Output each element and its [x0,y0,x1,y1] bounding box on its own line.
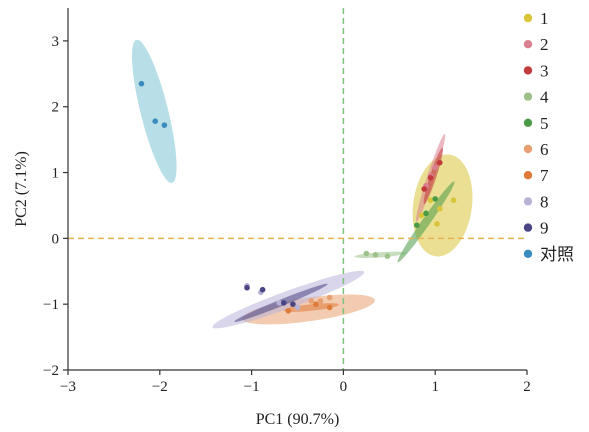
axes [67,8,527,371]
point-series-6-2 [308,298,315,304]
x-tick-label-4: 1 [431,379,439,395]
y-tick-label-1: −1 [43,297,59,313]
point-series-10-2 [152,118,159,125]
point-series-1-2 [436,205,443,212]
point-series-4-1 [363,250,370,257]
point-series-9-3 [280,300,287,306]
y-tick-label-3: 1 [52,166,60,182]
point-series-8-4 [294,304,301,311]
x-axis-title: PC1 (90.7%) [256,411,340,428]
legend-label-9: 9 [540,219,549,238]
legend: 1 2 3 4 5 6 7 8 9 对照 [523,9,574,264]
legend-label-3: 3 [540,61,549,80]
legend-label-4: 4 [540,88,549,107]
legend-label-7: 7 [540,166,549,185]
legend-marker-10 [523,249,533,258]
ellipse-series-5 [397,181,455,263]
x-tick-label-2: −1 [244,379,260,395]
point-series-6-4 [326,294,333,301]
point-series-9-4 [290,301,296,307]
x-tick-label-3: 0 [340,379,348,395]
point-series-5-3 [432,196,439,202]
legend-marker-7 [523,171,533,180]
y-tick-label-0: −2 [43,363,59,379]
ellipse-series-10 [132,39,177,183]
point-series-6-3 [317,298,324,304]
point-series-1-3 [450,197,457,203]
legend-marker-5 [523,118,533,128]
legend-label-1: 1 [540,9,549,28]
ellipse-series-4 [354,251,406,258]
legend-label-8: 8 [540,192,549,211]
legend-label-2: 2 [540,35,549,54]
point-series-7-1 [285,307,292,314]
legend-label-5: 5 [540,114,549,133]
point-series-2-3 [432,164,439,171]
legend-marker-6 [523,144,533,154]
legend-label-10: 对照 [540,245,574,264]
point-series-9-2 [259,286,266,293]
legend-marker-8 [523,197,533,206]
point-series-10-3 [161,122,168,128]
point-series-10-1 [138,80,145,87]
legend-marker-9 [523,223,533,232]
point-series-3-1 [421,186,427,192]
point-series-1-4 [434,221,440,227]
ellipse-series-1 [412,154,473,257]
point-series-4-3 [384,253,391,259]
y-tick-label-4: 2 [52,100,60,116]
legend-marker-3 [523,66,533,75]
x-tick-label-0: −3 [60,379,76,395]
confidence-ellipses [132,39,473,329]
point-series-8-3 [276,300,282,306]
point-series-9-1 [244,284,250,291]
point-series-1-5 [418,212,425,219]
point-series-3-2 [427,175,434,181]
legend-marker-1 [523,13,533,23]
point-series-7-3 [326,304,333,311]
point-series-5-2 [423,210,429,217]
point-series-4-2 [372,252,379,258]
reference-lines [68,8,527,370]
point-series-5-1 [414,222,420,228]
point-series-7-2 [313,301,319,307]
data-points [138,80,457,314]
legend-marker-2 [523,40,533,49]
point-series-3-3 [436,159,443,166]
point-series-1-1 [427,197,434,203]
y-tick-label-2: 0 [52,231,60,247]
x-tick-label-5: 2 [523,379,531,395]
legend-marker-4 [523,92,533,101]
y-tick-label-5: 3 [52,34,60,50]
y-axis-title: PC2 (7.1%) [13,151,30,227]
legend-label-6: 6 [540,140,549,159]
x-tick-label-1: −2 [152,379,168,395]
